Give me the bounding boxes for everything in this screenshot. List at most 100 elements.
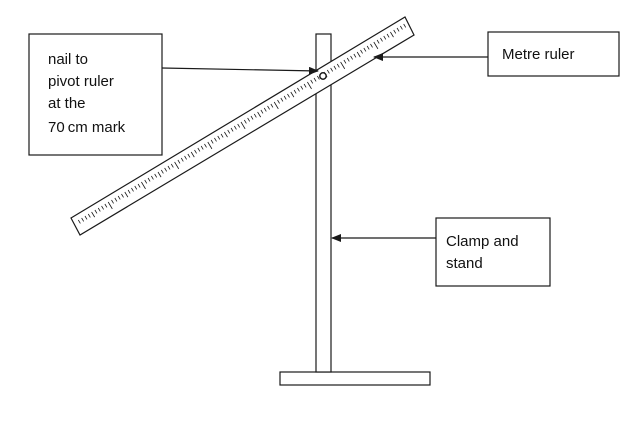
ruler-tick <box>386 33 390 38</box>
ruler-tick <box>396 27 400 32</box>
ruler-label-box: Metre ruler <box>487 31 620 77</box>
ruler-tick <box>197 147 201 152</box>
ruler-tick <box>293 89 297 94</box>
ruler-tick <box>336 63 340 68</box>
ruler-tick <box>114 197 118 202</box>
ruler-tick <box>147 177 151 182</box>
ruler-tick <box>87 213 91 218</box>
ruler-tick <box>363 47 367 52</box>
ruler-tick <box>190 151 195 158</box>
ruler-tick <box>403 23 407 28</box>
ruler-tick <box>310 79 314 84</box>
nail-label-line-1: nail to <box>48 51 88 68</box>
ruler-tick <box>376 39 380 44</box>
ruler-tick <box>200 145 204 150</box>
ruler-tick <box>144 179 148 184</box>
ruler-tick <box>141 181 146 190</box>
ruler-tick <box>290 91 295 98</box>
ruler-tick <box>81 217 85 222</box>
ruler-tick <box>230 127 234 132</box>
ruler-tick <box>104 203 108 208</box>
ruler-tick <box>380 37 383 42</box>
ruler-tick <box>131 187 134 192</box>
nail-label-line-2: pivot ruler <box>48 73 114 90</box>
ruler-tick <box>154 173 158 178</box>
clamp-label-line-2: stand <box>446 255 483 272</box>
pivot-nail <box>319 72 327 80</box>
ruler-tick <box>210 139 214 144</box>
ruler-tick <box>177 159 181 164</box>
ruler-tick <box>383 35 387 40</box>
ruler-tick <box>350 55 353 60</box>
ruler-tick <box>134 185 138 190</box>
ruler-tick <box>220 133 224 138</box>
ruler-tick <box>366 45 370 50</box>
ruler-tick <box>297 87 300 92</box>
clamp-label-box: Clamp and stand <box>435 217 551 287</box>
ruler-tick <box>333 65 337 70</box>
metre-ruler <box>70 16 415 236</box>
ruler-tick <box>273 101 279 110</box>
ruler-tick <box>207 141 213 150</box>
ruler-tick <box>360 49 363 54</box>
nail-label-line-4: 70 cm mark <box>48 119 126 136</box>
ruler-tick <box>277 99 280 104</box>
ruler-tick <box>307 81 312 90</box>
ruler-tick <box>217 135 221 140</box>
ruler-tick <box>164 167 168 172</box>
ruler-tick <box>340 61 346 70</box>
ruler-tick <box>194 149 197 154</box>
ruler-tick <box>124 191 129 198</box>
nail-label-box: nail to pivot ruler at the 70 cm mark <box>28 33 163 156</box>
ruler-tick <box>283 95 287 100</box>
ruler-tick <box>243 119 247 124</box>
stand-rod <box>315 33 332 373</box>
ruler-tick <box>101 205 104 210</box>
ruler-tick <box>270 103 274 108</box>
ruler-tick <box>160 169 164 174</box>
ruler-tick <box>373 41 379 50</box>
ruler-tick <box>346 57 350 62</box>
ruler-tick <box>356 51 361 58</box>
ruler-tick <box>317 75 320 80</box>
ruler-tick <box>121 193 124 198</box>
ruler-tick <box>91 211 96 218</box>
ruler-tick <box>390 31 394 38</box>
ruler-tick <box>263 107 267 112</box>
ruler-tick <box>127 189 131 194</box>
ruler-tick <box>257 111 262 118</box>
ruler-tick <box>137 183 141 188</box>
ruler-tick <box>157 171 162 178</box>
ruler-label-text: Metre ruler <box>502 46 575 63</box>
ruler-tick <box>300 85 304 90</box>
ruler-tick <box>260 109 264 114</box>
ruler-tick <box>237 123 241 128</box>
ruler-tick <box>97 207 101 212</box>
ruler-tick <box>77 219 81 224</box>
ruler-tick <box>94 209 98 214</box>
ruler-tick <box>214 137 217 142</box>
ruler-tick <box>167 165 171 170</box>
ruler-tick <box>313 77 317 82</box>
ruler-tick <box>370 43 373 48</box>
ruler-tick <box>117 195 121 200</box>
ruler-tick <box>303 83 307 88</box>
ruler-tick <box>247 117 251 122</box>
ruler-tick <box>267 105 270 110</box>
ruler-tick <box>227 129 231 134</box>
ruler-tick <box>280 97 284 102</box>
ruler-tick <box>187 153 191 158</box>
ruler-tick <box>393 29 397 34</box>
ruler-tick <box>174 161 180 170</box>
ruler-tick <box>184 155 187 160</box>
ruler-tick <box>326 69 330 74</box>
ruler-tick <box>253 113 257 118</box>
ruler-tick <box>400 25 403 30</box>
ruler-tick <box>330 67 334 72</box>
ruler-tick <box>234 125 237 130</box>
nail-pointer-arrow <box>161 66 319 75</box>
ruler-tick <box>170 163 174 168</box>
ruler-ticks <box>77 23 407 224</box>
nail-label-line-3: at the <box>48 95 86 112</box>
